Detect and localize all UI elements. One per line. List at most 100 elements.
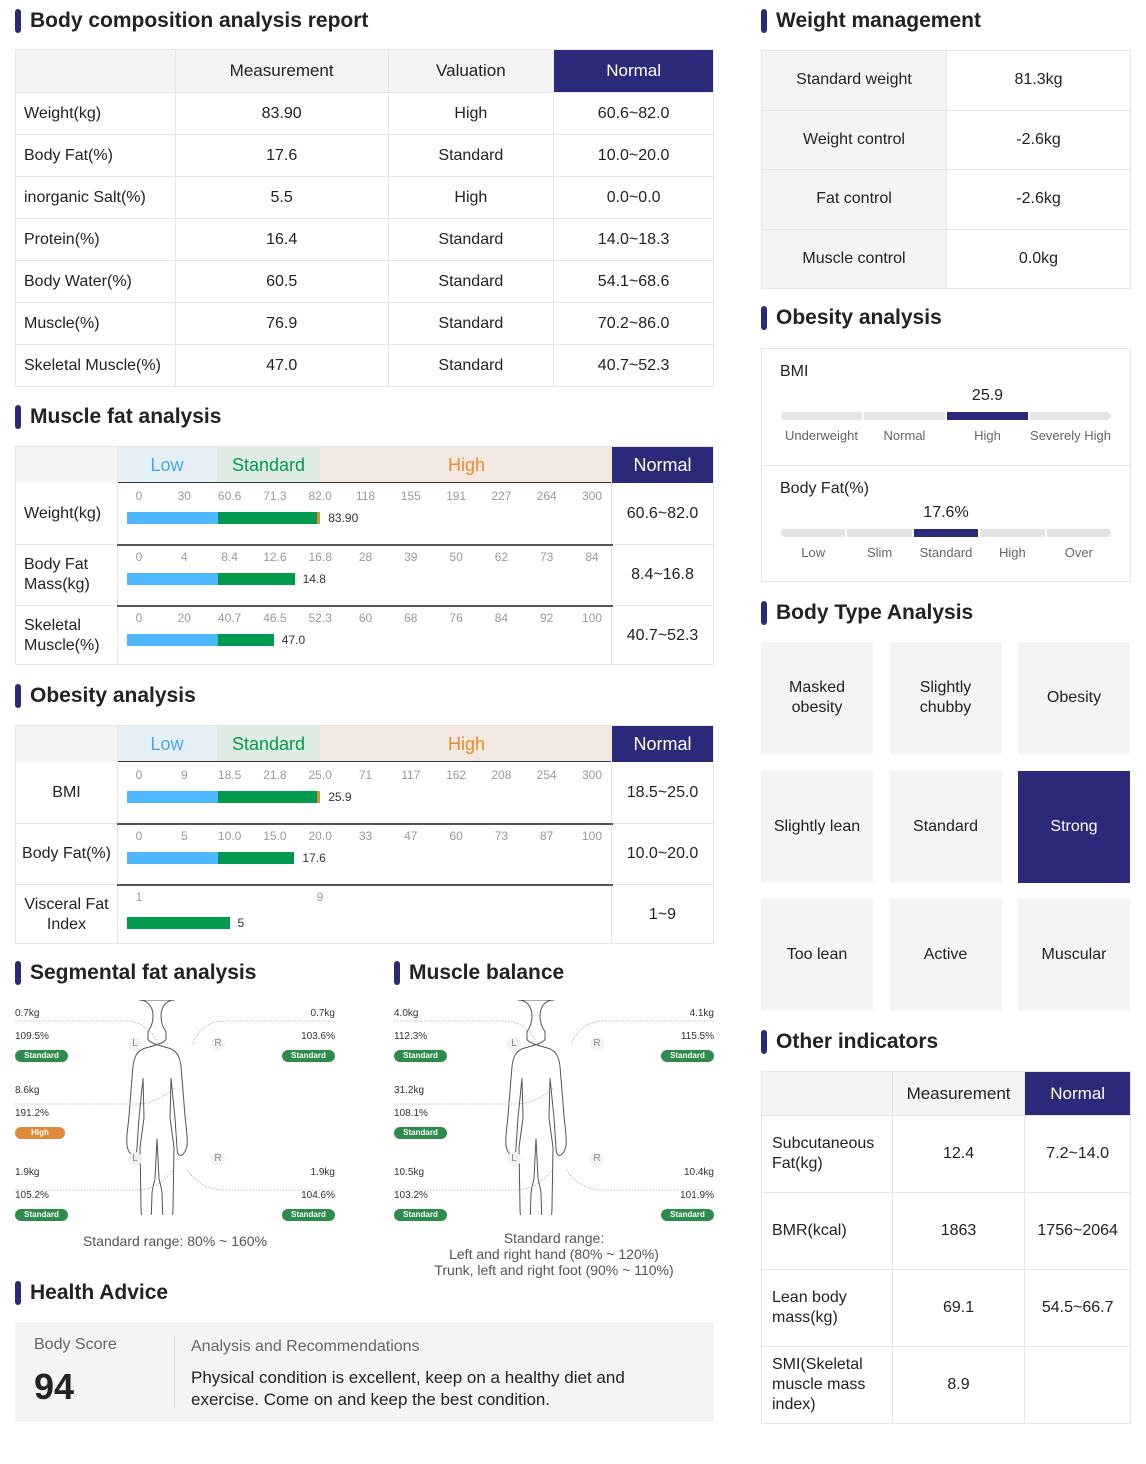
bar-standard-segment [217,573,295,585]
body-type-slightly-lean[interactable]: Slightly lean [761,770,873,883]
body-type-active[interactable]: Active [889,899,1002,1011]
table-row: BMR(kcal) 1863 1756~2064 [761,1192,1131,1270]
table-cell: High [387,176,555,219]
header-high: High [320,726,613,762]
right-arm-status-badge: Standard [661,1050,714,1062]
header-standard: Standard [217,447,320,483]
tick-label: 1 [135,890,143,904]
left-leg-status-badge: Standard [394,1209,447,1221]
row-normal-range: 18.5~25.0 [626,783,699,801]
gauge-segment [864,412,945,420]
tick-label: 71.3 [263,489,287,503]
divider [117,761,613,762]
tick-label: 10.0 [217,829,242,843]
bar-standard-segment [217,512,318,524]
table-cell: 0.0~0.0 [553,176,714,219]
body-type-masked-obesity[interactable]: Masked obesity [761,642,873,754]
body-type-standard[interactable]: Standard [889,770,1002,883]
table-cell: 1756~2064 [1024,1192,1131,1270]
tick-label: 30 [177,489,191,503]
right-leg-mass: 10.4kg [683,1167,714,1178]
tick-label: 82.0 [308,489,332,503]
table-cell: 10.0~20.0 [553,134,714,177]
row-label: Weight(kg) [24,504,102,522]
table-cell: 83.90 [174,92,389,135]
left-arm-status-badge: Standard [15,1050,68,1062]
gauge-segment-label: Normal [883,428,926,443]
tick-label: 162 [446,768,467,782]
left-arm-mass: 4.0kg [394,1008,419,1019]
right-leg-status-badge: Standard [661,1209,714,1221]
header-low: Low [117,447,217,483]
bar-low-segment [127,512,218,524]
left-side-marker: L [507,1037,521,1051]
bmi-label: BMI [780,363,809,380]
tick-label: 0 [135,489,143,503]
tick-label: 40.7 [217,611,242,625]
muscle-balance-title: Muscle balance [394,960,564,986]
left-leg-status-badge: Standard [15,1209,68,1221]
bar-value: 83.90 [328,511,359,525]
table-cell: 69.1 [891,1269,1026,1347]
segmental-fat-title: Segmental fat analysis [15,960,256,986]
bmi-value: 25.9 [971,387,1004,404]
fat-value: 17.6% [923,504,969,521]
header-row: Measurement Normal [761,1071,1131,1116]
column-header [15,49,176,93]
bar-high-segment [317,512,321,524]
left-leg-mass: 10.5kg [394,1167,425,1178]
row-label: Muscle control [761,228,947,289]
table-cell: Standard [387,344,555,387]
row-normal-range: 1~9 [648,905,677,923]
body-type-slightly-chubby[interactable]: Slightly chubby [889,642,1002,754]
gauge-segment-label: Slim [866,545,893,560]
body-type-muscular[interactable]: Muscular [1018,899,1130,1011]
trunk-percent: 108.1% [394,1108,428,1119]
table-cell: 40.7~52.3 [553,344,714,387]
gauge-segment-label: Severely High [1030,428,1111,443]
gauge-segment-label: Over [1064,545,1093,560]
tick-label: 300 [581,489,603,503]
table-row: Muscle(%) 76.9 Standard 70.2~86.0 [15,302,714,345]
table-cell: 54.1~68.6 [553,260,714,303]
table-cell: 54.5~66.7 [1024,1269,1131,1347]
row-label: Standard weight [761,50,947,111]
body-type-too-lean[interactable]: Too lean [761,899,873,1011]
gauge-segment-label: Standard [919,545,973,560]
tick-label: 20.0 [308,829,332,843]
tick-label: 9 [180,768,188,782]
tick-label: 47 [404,829,418,843]
body-type-strong[interactable]: Strong [1018,770,1130,883]
tick-label: 5 [180,829,188,843]
bar-low-segment [127,791,218,803]
column-header: Normal [1024,1071,1131,1116]
tick-label: 28 [358,550,373,564]
tick-label: 100 [581,829,603,843]
tick-label: 39 [404,550,418,564]
table-cell: 12.4 [891,1115,1026,1193]
tick-label: 73 [540,550,554,564]
tick-label: 84 [585,550,599,564]
header-blank [16,447,117,483]
obesity-analysis-title: Obesity analysis [761,305,942,331]
body-type-obesity[interactable]: Obesity [1018,642,1130,754]
column-header [761,1071,893,1116]
table-row: Muscle control 0.0kg [761,228,1131,289]
table-cell: Subcutaneous Fat(kg) [761,1115,893,1193]
right-leg-percent: 104.6% [301,1190,335,1201]
tick-label: 84 [494,611,509,625]
body-type-title: Body Type Analysis [761,600,973,626]
tick-label: 0 [135,768,143,782]
gauge-segment-label: High [999,545,1026,560]
tick-label: 15.0 [263,829,287,843]
bar-standard-segment [127,917,230,929]
table-cell: 16.4 [174,218,389,261]
recommendations-text: Physical condition is excellent, keep on… [191,1368,625,1409]
header-high: High [320,447,613,483]
tick-label: 118 [355,489,376,503]
divider [174,1336,175,1408]
tick-label: 60 [449,829,463,843]
table-cell: 14.0~18.3 [553,218,714,261]
bar-value: 17.6 [302,851,326,865]
table-cell: 8.9 [891,1346,1026,1424]
